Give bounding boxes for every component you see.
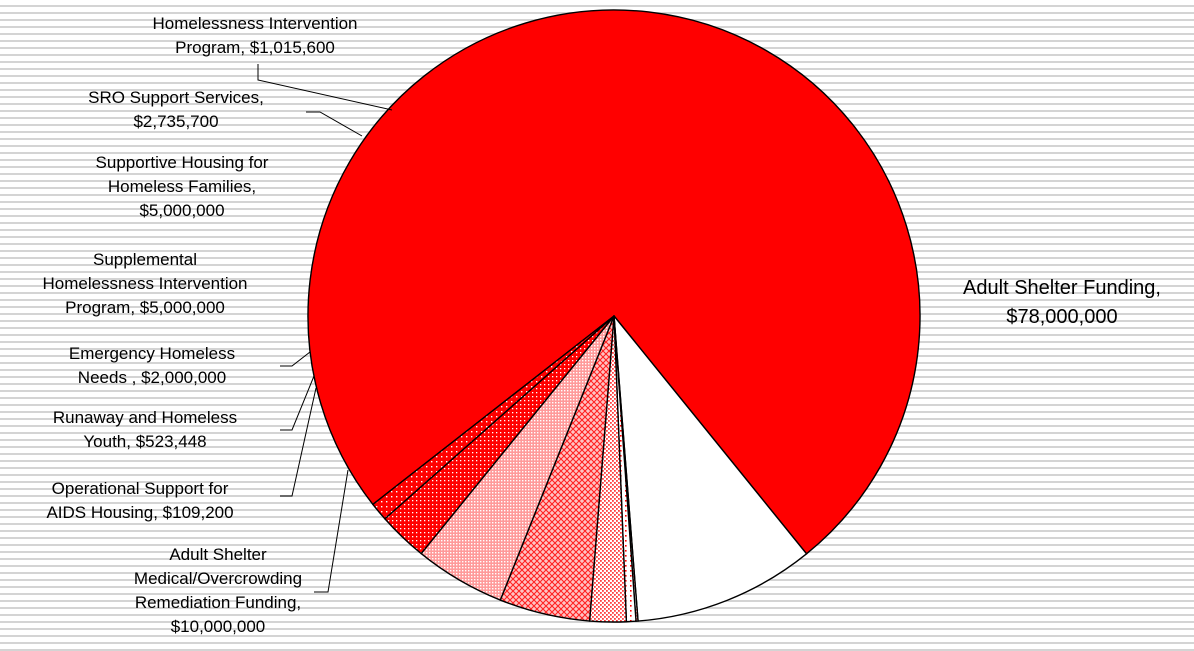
slice-label-line: SRO Support Services, (88, 88, 264, 107)
slice-label-line: Program, $1,015,600 (175, 38, 335, 57)
slice-label-1: Adult Shelter Funding, $78,000,000 (963, 277, 1161, 328)
slice-label-6: Supplemental Homelessness Intervention Pro… (42, 250, 247, 317)
leader-line-9 (257, 64, 393, 111)
slice-label-line: AIDS Housing, $109,200 (46, 503, 233, 522)
pie-slice-2 (613, 315, 808, 622)
slice-label-line: Medical/Overcrowding (134, 569, 302, 588)
slice-label-line: Adult Shelter (169, 545, 267, 564)
slice-label-line: $78,000,000 (1006, 306, 1117, 328)
slice-label-5: Emergency Homeless Needs , $2,000,000 (69, 344, 235, 387)
pie-slice-9 (372, 315, 615, 520)
slice-label-8: SRO Support Services, $2,735,700 (88, 88, 264, 131)
slice-label-4: Runaway and Homeless Youth, $523,448 (53, 408, 237, 451)
slice-label-line: Supportive Housing for (96, 153, 269, 172)
slice-label-line: Homelessness Intervention (42, 274, 247, 293)
leader-line-8 (306, 111, 363, 137)
leader-line-2 (314, 469, 349, 593)
slice-label-line: Homeless Families, (108, 177, 256, 196)
slice-label-line: Operational Support for (52, 479, 229, 498)
slice-label-line: Emergency Homeless (69, 344, 235, 363)
slice-label-line: $5,000,000 (139, 201, 224, 220)
slice-label-line: Program, $5,000,000 (65, 298, 225, 317)
slice-label-line: Remediation Funding, (135, 593, 301, 612)
slice-label-3: Operational Support for AIDS Housing, $10… (46, 479, 233, 522)
slice-label-line: Needs , $2,000,000 (78, 368, 226, 387)
pie-slice-1 (307, 9, 921, 555)
slice-label-line: $2,735,700 (133, 112, 218, 131)
slice-label-line: Homelessness Intervention (152, 14, 357, 33)
slice-label-7: Supportive Housing for Homeless Families,… (96, 153, 269, 220)
leader-line-3 (280, 387, 317, 497)
slice-label-2: Adult Shelter Medical/Overcrowding Remedia… (134, 545, 302, 636)
slice-label-line: Supplemental (93, 250, 197, 269)
leader-line-5 (280, 351, 311, 367)
leader-line-4 (280, 375, 315, 431)
slice-label-line: Youth, $523,448 (83, 432, 206, 451)
slice-label-9: Homelessness Intervention Program, $1,015… (152, 14, 357, 57)
slice-label-line: Adult Shelter Funding, (963, 277, 1161, 299)
slice-label-line: $10,000,000 (171, 617, 266, 636)
slice-label-line: Runaway and Homeless (53, 408, 237, 427)
